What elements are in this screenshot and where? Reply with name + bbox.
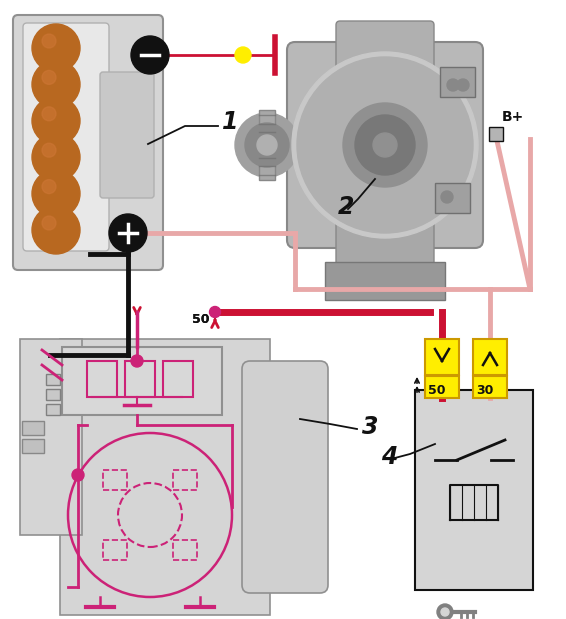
FancyBboxPatch shape (440, 67, 475, 97)
Text: 4: 4 (381, 445, 397, 469)
FancyBboxPatch shape (46, 389, 60, 400)
Circle shape (32, 97, 80, 145)
Circle shape (32, 170, 80, 218)
FancyBboxPatch shape (435, 183, 470, 213)
FancyBboxPatch shape (473, 376, 507, 398)
Text: B+: B+ (502, 110, 524, 124)
FancyBboxPatch shape (415, 390, 533, 590)
Text: 3: 3 (362, 415, 379, 439)
Circle shape (72, 469, 84, 481)
FancyBboxPatch shape (325, 262, 445, 300)
Text: 50: 50 (428, 384, 445, 397)
Circle shape (42, 34, 56, 48)
FancyBboxPatch shape (242, 361, 328, 593)
Circle shape (32, 61, 80, 108)
Circle shape (292, 52, 478, 238)
Circle shape (437, 604, 453, 619)
Circle shape (245, 123, 289, 167)
Circle shape (32, 206, 80, 254)
Circle shape (457, 79, 469, 91)
Circle shape (42, 71, 56, 84)
Circle shape (343, 103, 427, 187)
Circle shape (42, 107, 56, 121)
FancyBboxPatch shape (22, 421, 44, 435)
Circle shape (355, 115, 415, 175)
Text: 2: 2 (338, 195, 354, 219)
FancyBboxPatch shape (20, 339, 82, 535)
FancyBboxPatch shape (60, 339, 270, 615)
Circle shape (373, 133, 397, 157)
Circle shape (42, 180, 56, 194)
Circle shape (209, 306, 221, 318)
FancyBboxPatch shape (489, 127, 503, 141)
Text: 50: 50 (192, 313, 209, 326)
FancyBboxPatch shape (100, 72, 154, 198)
FancyBboxPatch shape (23, 23, 109, 251)
Text: 30: 30 (476, 384, 494, 397)
Circle shape (131, 355, 143, 367)
Circle shape (32, 133, 80, 181)
Text: 50: 50 (192, 313, 209, 326)
Circle shape (297, 57, 473, 233)
FancyBboxPatch shape (336, 21, 434, 69)
Circle shape (42, 216, 56, 230)
Circle shape (131, 36, 169, 74)
Circle shape (235, 113, 299, 177)
Circle shape (42, 143, 56, 157)
FancyBboxPatch shape (46, 404, 60, 415)
FancyBboxPatch shape (13, 15, 163, 270)
Circle shape (235, 47, 251, 63)
FancyBboxPatch shape (425, 339, 459, 375)
FancyBboxPatch shape (336, 221, 434, 269)
Circle shape (32, 24, 80, 72)
Circle shape (257, 135, 277, 155)
FancyBboxPatch shape (287, 42, 483, 248)
FancyBboxPatch shape (259, 110, 275, 180)
Circle shape (447, 79, 459, 91)
FancyBboxPatch shape (22, 439, 44, 453)
FancyBboxPatch shape (425, 376, 459, 398)
Circle shape (441, 608, 449, 616)
Circle shape (109, 214, 147, 252)
FancyBboxPatch shape (62, 347, 222, 415)
Circle shape (441, 191, 453, 203)
FancyBboxPatch shape (46, 374, 60, 385)
FancyBboxPatch shape (473, 339, 507, 375)
Text: 1: 1 (222, 110, 238, 134)
